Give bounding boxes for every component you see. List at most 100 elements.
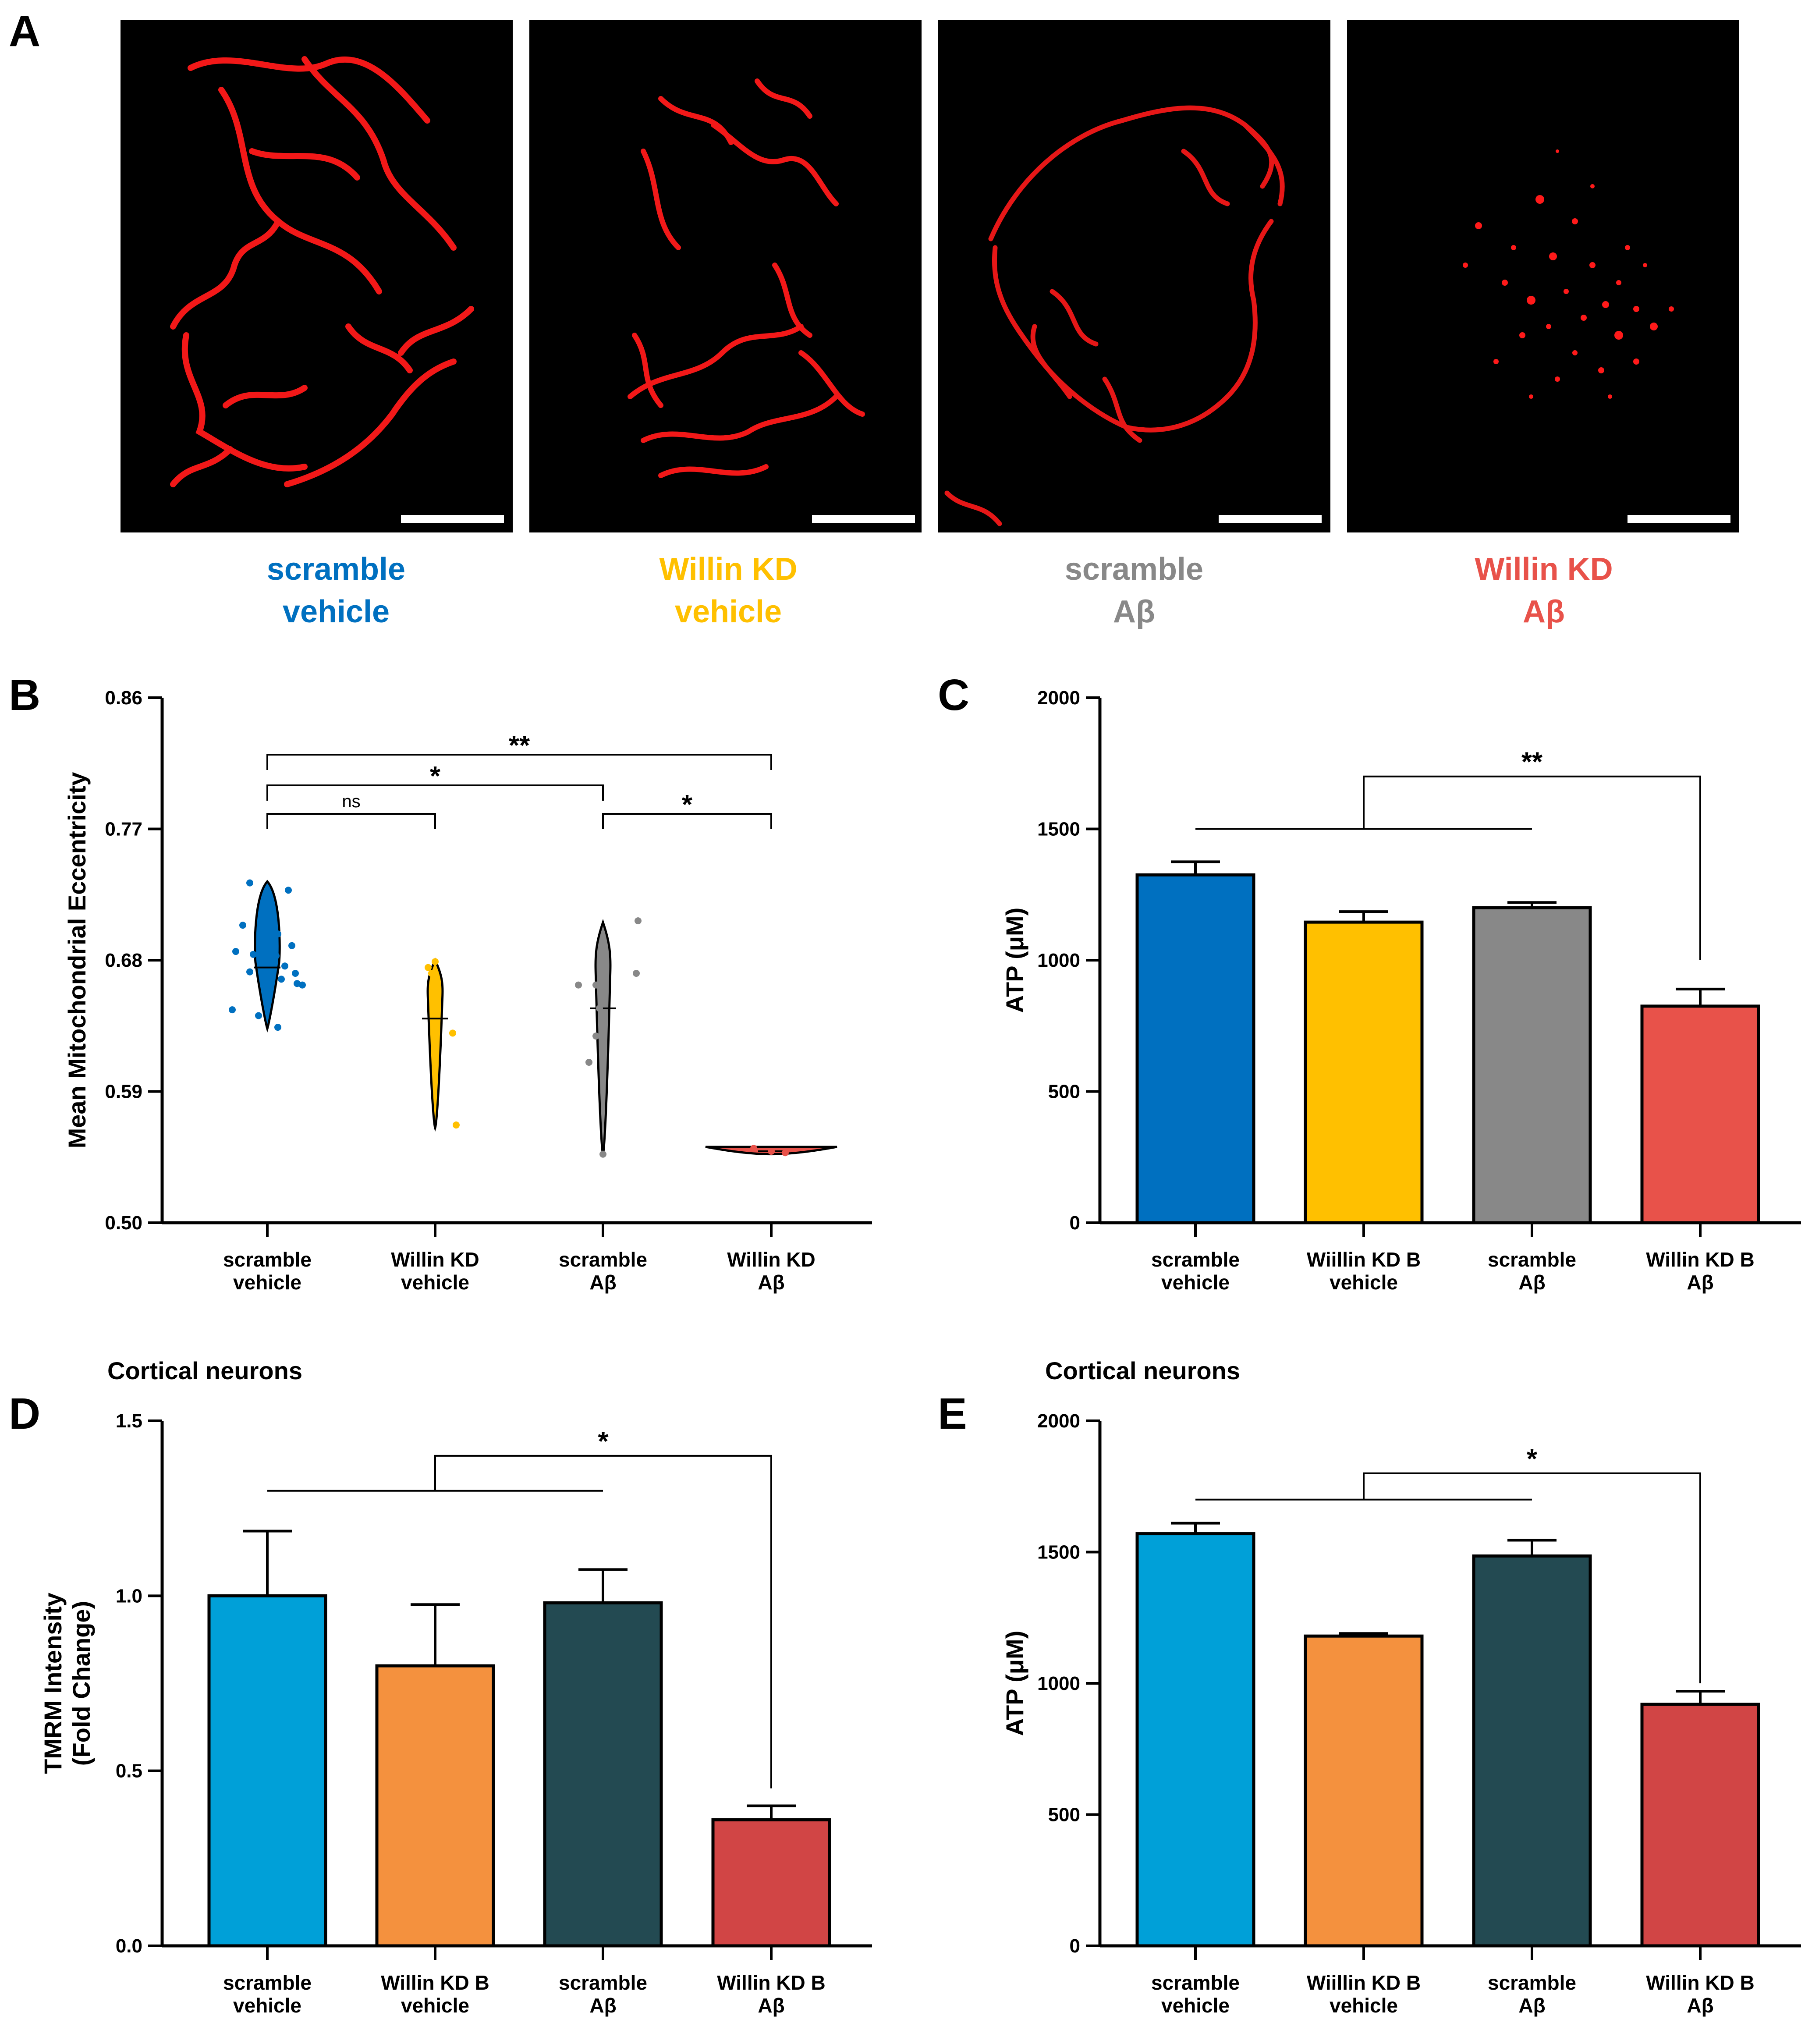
significance-bracket bbox=[602, 813, 772, 829]
data-point bbox=[274, 1024, 281, 1031]
bar bbox=[1135, 1532, 1255, 1948]
bar bbox=[375, 1664, 495, 1948]
y-tick-label: 1000 bbox=[1037, 950, 1080, 971]
data-point bbox=[750, 1145, 757, 1152]
y-axis-label: Mean Mitochondrial Eccentricity bbox=[63, 772, 91, 1149]
y-tick-label: 0.5 bbox=[116, 1760, 142, 1782]
data-point bbox=[273, 952, 280, 960]
data-point bbox=[635, 917, 642, 925]
x-tick-label: Aβ bbox=[758, 1994, 784, 2017]
data-point bbox=[453, 1121, 460, 1129]
x-tick-label: vehicle bbox=[401, 1271, 469, 1294]
bar bbox=[207, 1594, 327, 1948]
y-tick-label: 0.0 bbox=[116, 1935, 142, 1957]
y-tick-label: 1.5 bbox=[116, 1410, 142, 1432]
x-tick-label: vehicle bbox=[1330, 1271, 1398, 1294]
x-tick-label: Willin KD bbox=[727, 1248, 815, 1271]
x-tick-label: scramble bbox=[1151, 1248, 1240, 1271]
bar bbox=[1135, 873, 1255, 1224]
y-tick-label: 0.59 bbox=[105, 1081, 142, 1103]
y-tick-label: 0 bbox=[1070, 1212, 1080, 1234]
data-point bbox=[599, 1150, 606, 1158]
x-tick-label: vehicle bbox=[401, 1994, 469, 2017]
condition-label-3-line2: Aβ bbox=[1113, 594, 1155, 629]
panel-letter-a: A bbox=[9, 7, 40, 56]
bar bbox=[1640, 1004, 1760, 1224]
y-tick-label: 2000 bbox=[1037, 1410, 1080, 1432]
condition-label-4-line1: Willin KD bbox=[1475, 552, 1613, 587]
panel-a: scramble vehicle Willin KD vehicle scram… bbox=[121, 20, 1739, 629]
y-tick-label: 0.77 bbox=[105, 819, 142, 840]
condition-label-1-line2: vehicle bbox=[283, 594, 390, 629]
data-point bbox=[288, 942, 295, 949]
data-point bbox=[575, 981, 582, 989]
y-tick-label: 0.86 bbox=[105, 687, 142, 709]
condition-label-4-line2: Aβ bbox=[1523, 594, 1565, 629]
bar bbox=[543, 1601, 663, 1948]
data-point bbox=[264, 958, 271, 965]
y-tick-label: 0.68 bbox=[105, 950, 142, 971]
y-tick-label: 500 bbox=[1048, 1804, 1080, 1826]
data-point bbox=[432, 958, 439, 965]
x-tick-label: scramble bbox=[559, 1971, 647, 1994]
y-tick-label: 2000 bbox=[1037, 687, 1080, 709]
data-point bbox=[768, 1147, 775, 1155]
x-tick-label: Willin KD bbox=[391, 1248, 479, 1271]
data-point bbox=[449, 1029, 456, 1037]
significance-label: ns bbox=[342, 792, 360, 811]
data-point bbox=[250, 951, 257, 958]
y-tick-label: 0 bbox=[1070, 1935, 1080, 1957]
y-axis-label: ATP (μM) bbox=[1001, 1631, 1028, 1736]
data-point bbox=[246, 968, 253, 976]
bar bbox=[1640, 1703, 1760, 1948]
data-point bbox=[239, 922, 246, 929]
x-tick-label: Aβ bbox=[758, 1271, 784, 1294]
x-tick-label: Aβ bbox=[589, 1994, 616, 2017]
x-tick-label: Wiillin KD B bbox=[1307, 1971, 1421, 1994]
bar bbox=[711, 1818, 831, 1948]
x-tick-label: scramble bbox=[1488, 1971, 1576, 1994]
panel-letter-c: C bbox=[938, 671, 969, 720]
significance-bracket bbox=[266, 784, 604, 801]
x-tick-label: Aβ bbox=[589, 1271, 616, 1294]
micrograph-scramble-vehicle bbox=[121, 20, 513, 532]
significance-label: ** bbox=[1521, 747, 1543, 777]
significance-label: * bbox=[598, 1427, 609, 1457]
condition-label-2-line1: Willin KD bbox=[659, 552, 797, 587]
condition-label-3-line1: scramble bbox=[1065, 552, 1203, 587]
data-point bbox=[274, 930, 281, 938]
data-point bbox=[246, 879, 253, 887]
bar bbox=[1472, 906, 1592, 1224]
data-point bbox=[278, 976, 285, 983]
x-tick-label: Aβ bbox=[1518, 1994, 1545, 2017]
x-tick-label: Willin KD B bbox=[1646, 1248, 1754, 1271]
data-point bbox=[232, 948, 239, 955]
violin-shape bbox=[426, 958, 444, 1132]
x-tick-label: Aβ bbox=[1687, 1271, 1713, 1294]
significance-label: * bbox=[682, 790, 693, 820]
panel-letter-d: D bbox=[9, 1389, 40, 1438]
data-point bbox=[592, 1033, 599, 1040]
y-tick-label: 1000 bbox=[1037, 1673, 1080, 1694]
y-axis-label: TMRM Intensity bbox=[39, 1593, 67, 1774]
y-tick-label: 1500 bbox=[1037, 1542, 1080, 1563]
y-tick-label: 0.50 bbox=[105, 1212, 142, 1234]
x-tick-label: vehicle bbox=[1330, 1994, 1398, 2017]
y-tick-label: 1500 bbox=[1037, 819, 1080, 840]
y-axis-label: ATP (μM) bbox=[1001, 908, 1028, 1013]
panel-letter-e: E bbox=[938, 1389, 967, 1438]
panel-letter-b: B bbox=[9, 671, 40, 720]
bar bbox=[1304, 920, 1424, 1224]
data-point bbox=[425, 964, 432, 971]
bar bbox=[1304, 1634, 1424, 1948]
significance-label: ** bbox=[509, 731, 530, 761]
x-tick-label: Willin KD B bbox=[381, 1971, 489, 1994]
data-point bbox=[267, 974, 274, 981]
comparison-bracket bbox=[434, 1455, 772, 1788]
x-tick-label: scramble bbox=[1488, 1248, 1576, 1271]
data-point bbox=[229, 1006, 236, 1014]
micrograph-scramble-ab bbox=[938, 20, 1330, 532]
